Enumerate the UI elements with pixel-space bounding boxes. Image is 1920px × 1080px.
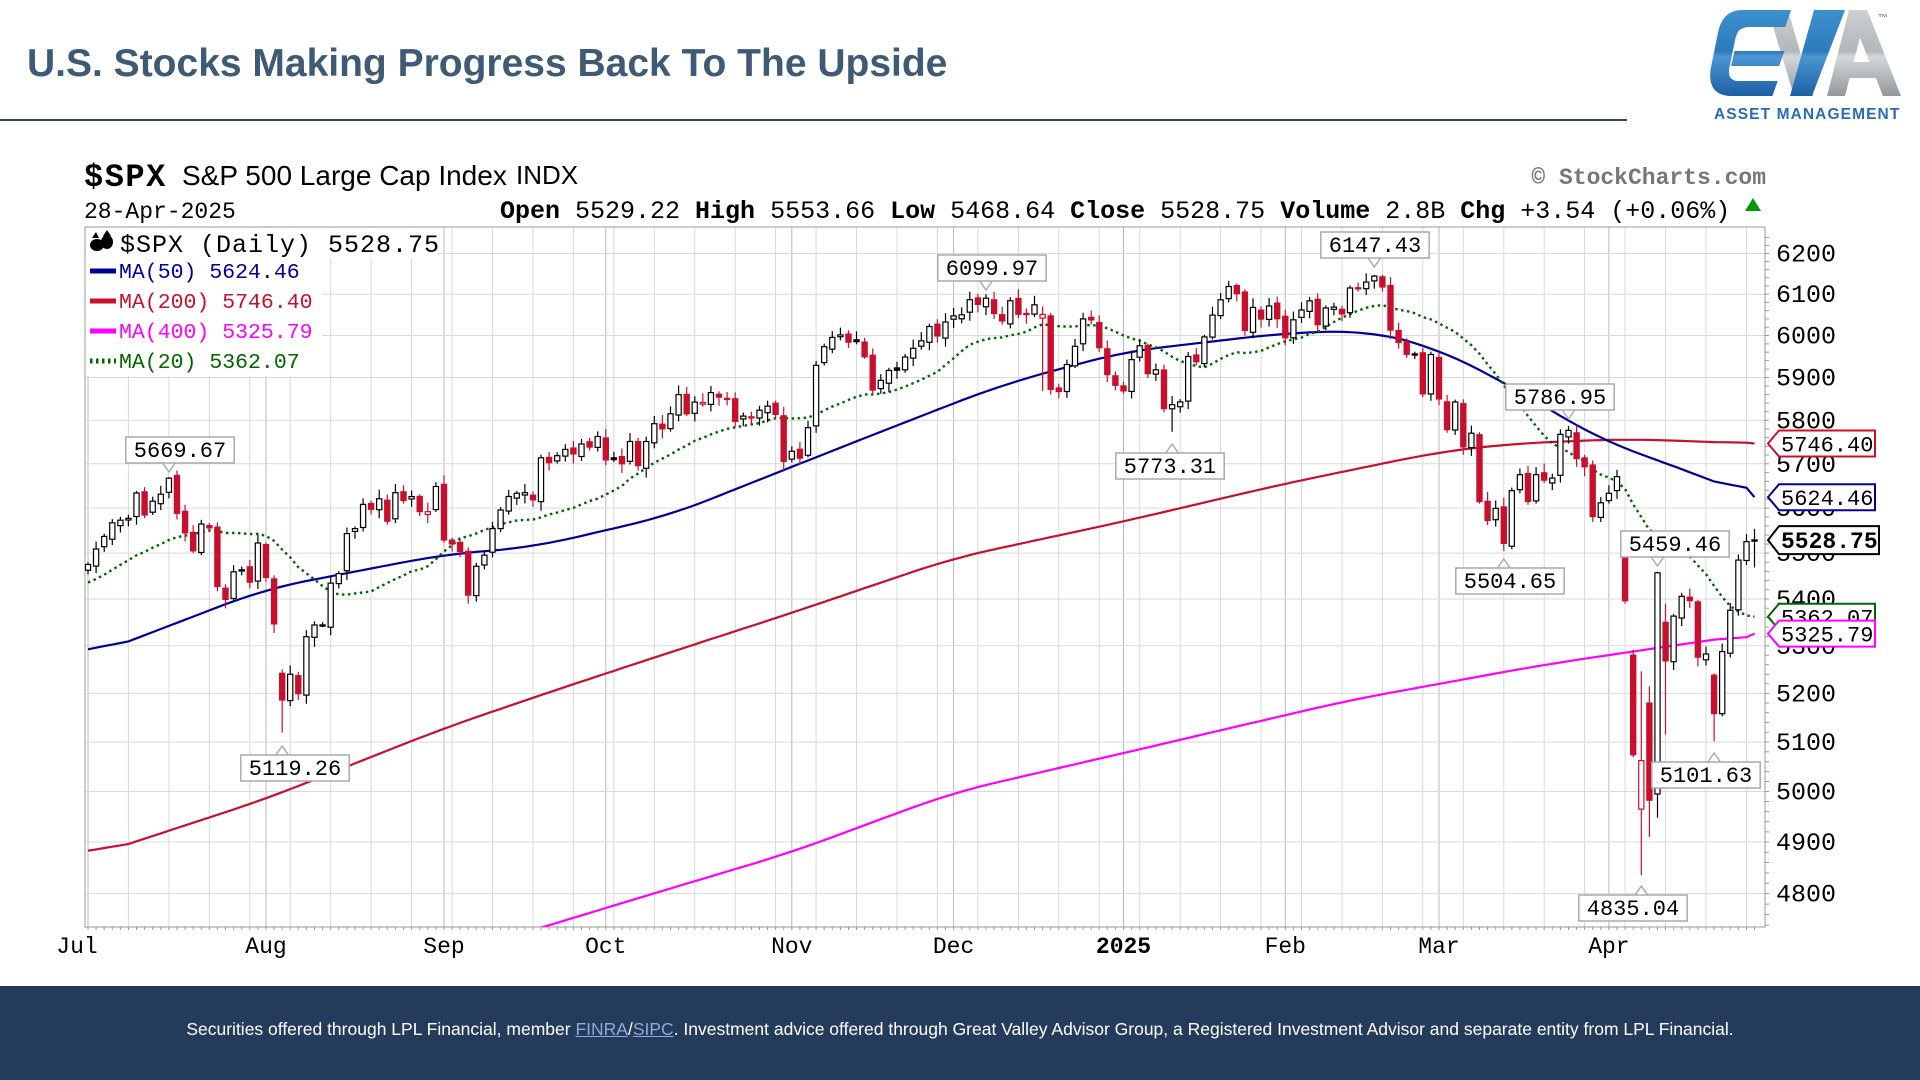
svg-text:Feb: Feb: [1265, 934, 1306, 960]
svg-text:Open 5529.22 High 5553.66 Low: Open 5529.22 High 5553.66 Low 5468.64 Cl…: [500, 197, 1730, 226]
svg-text:4835.04: 4835.04: [1587, 897, 1679, 922]
svg-text:5504.65: 5504.65: [1464, 570, 1556, 595]
svg-text:Sep: Sep: [423, 934, 464, 960]
svg-text:$SPX: $SPX: [84, 159, 167, 196]
svg-text:4800: 4800: [1776, 881, 1836, 910]
svg-text:5325.79: 5325.79: [1781, 624, 1873, 649]
svg-text:6147.43: 6147.43: [1329, 234, 1421, 259]
svg-text:S&P 500 Large Cap Index: S&P 500 Large Cap Index: [182, 160, 507, 191]
svg-text:5773.31: 5773.31: [1124, 455, 1216, 480]
svg-text:ASSET MANAGEMENT: ASSET MANAGEMENT: [1714, 106, 1900, 123]
svg-text:5624.46: 5624.46: [1781, 487, 1873, 512]
svg-text:MA(20) 5362.07: MA(20) 5362.07: [119, 351, 300, 375]
svg-text:28-Apr-2025: 28-Apr-2025: [84, 199, 236, 225]
svg-text:Apr: Apr: [1588, 934, 1629, 960]
svg-text:5101.63: 5101.63: [1660, 764, 1752, 789]
svg-text:5000: 5000: [1776, 779, 1836, 808]
svg-text:© StockCharts.com: © StockCharts.com: [1531, 165, 1766, 191]
svg-text:6200: 6200: [1776, 241, 1836, 270]
svg-text:MA(200) 5746.40: MA(200) 5746.40: [119, 291, 313, 315]
svg-text:6099.97: 6099.97: [946, 257, 1038, 282]
svg-text:2025: 2025: [1096, 934, 1151, 960]
svg-text:5786.95: 5786.95: [1514, 386, 1606, 411]
svg-text:5900: 5900: [1776, 365, 1836, 394]
svg-text:MA(50) 5624.46: MA(50) 5624.46: [119, 261, 300, 285]
svg-text:Oct: Oct: [585, 934, 626, 960]
svg-text:5746.40: 5746.40: [1781, 434, 1873, 459]
svg-text:5669.67: 5669.67: [134, 439, 226, 464]
svg-text:MA(400) 5325.79: MA(400) 5325.79: [119, 321, 313, 345]
svg-text:Dec: Dec: [933, 934, 974, 960]
svg-text:Jul: Jul: [56, 934, 97, 960]
svg-text:6100: 6100: [1776, 281, 1836, 310]
svg-text:5119.26: 5119.26: [249, 757, 341, 782]
svg-text:4900: 4900: [1776, 829, 1836, 858]
svg-text:6000: 6000: [1776, 323, 1836, 352]
svg-text:™: ™: [1878, 13, 1888, 24]
svg-text:Nov: Nov: [771, 934, 813, 960]
svg-text:Mar: Mar: [1418, 934, 1459, 960]
svg-text:5100: 5100: [1776, 729, 1836, 758]
svg-text:INDX: INDX: [516, 160, 578, 190]
svg-text:5528.75: 5528.75: [1781, 529, 1878, 555]
svg-text:5200: 5200: [1776, 680, 1836, 709]
svg-text:$SPX (Daily) 5528.75: $SPX (Daily) 5528.75: [120, 231, 440, 260]
svg-text:Aug: Aug: [245, 934, 286, 960]
svg-text:5459.46: 5459.46: [1629, 533, 1721, 558]
